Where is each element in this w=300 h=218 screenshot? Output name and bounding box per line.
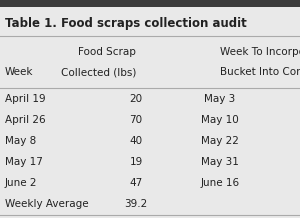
- Text: Bucket Into Compost: Bucket Into Compost: [220, 67, 300, 77]
- Text: 19: 19: [129, 157, 142, 167]
- Bar: [0, 0, 300, 7]
- Text: 39.2: 39.2: [124, 199, 148, 209]
- Text: April 19: April 19: [5, 94, 46, 104]
- Text: May 3: May 3: [204, 94, 236, 104]
- Text: May 22: May 22: [201, 136, 239, 146]
- Text: Collected (lbs): Collected (lbs): [61, 67, 136, 77]
- Text: 20: 20: [129, 94, 142, 104]
- Text: Food Scrap: Food Scrap: [78, 47, 136, 57]
- Text: May 8: May 8: [5, 136, 36, 146]
- Text: 70: 70: [129, 115, 142, 125]
- Text: 47: 47: [129, 178, 142, 188]
- Text: Weekly Average: Weekly Average: [5, 199, 88, 209]
- Text: April 26: April 26: [5, 115, 46, 125]
- Text: 40: 40: [129, 136, 142, 146]
- Text: May 31: May 31: [201, 157, 239, 167]
- Text: June 16: June 16: [200, 178, 240, 188]
- Text: Week: Week: [5, 67, 34, 77]
- Text: Table 1. Food scraps collection audit: Table 1. Food scraps collection audit: [5, 17, 247, 29]
- Text: May 17: May 17: [5, 157, 43, 167]
- Text: May 10: May 10: [201, 115, 239, 125]
- Text: June 2: June 2: [5, 178, 38, 188]
- Text: Week To Incorporate: Week To Incorporate: [220, 47, 300, 57]
